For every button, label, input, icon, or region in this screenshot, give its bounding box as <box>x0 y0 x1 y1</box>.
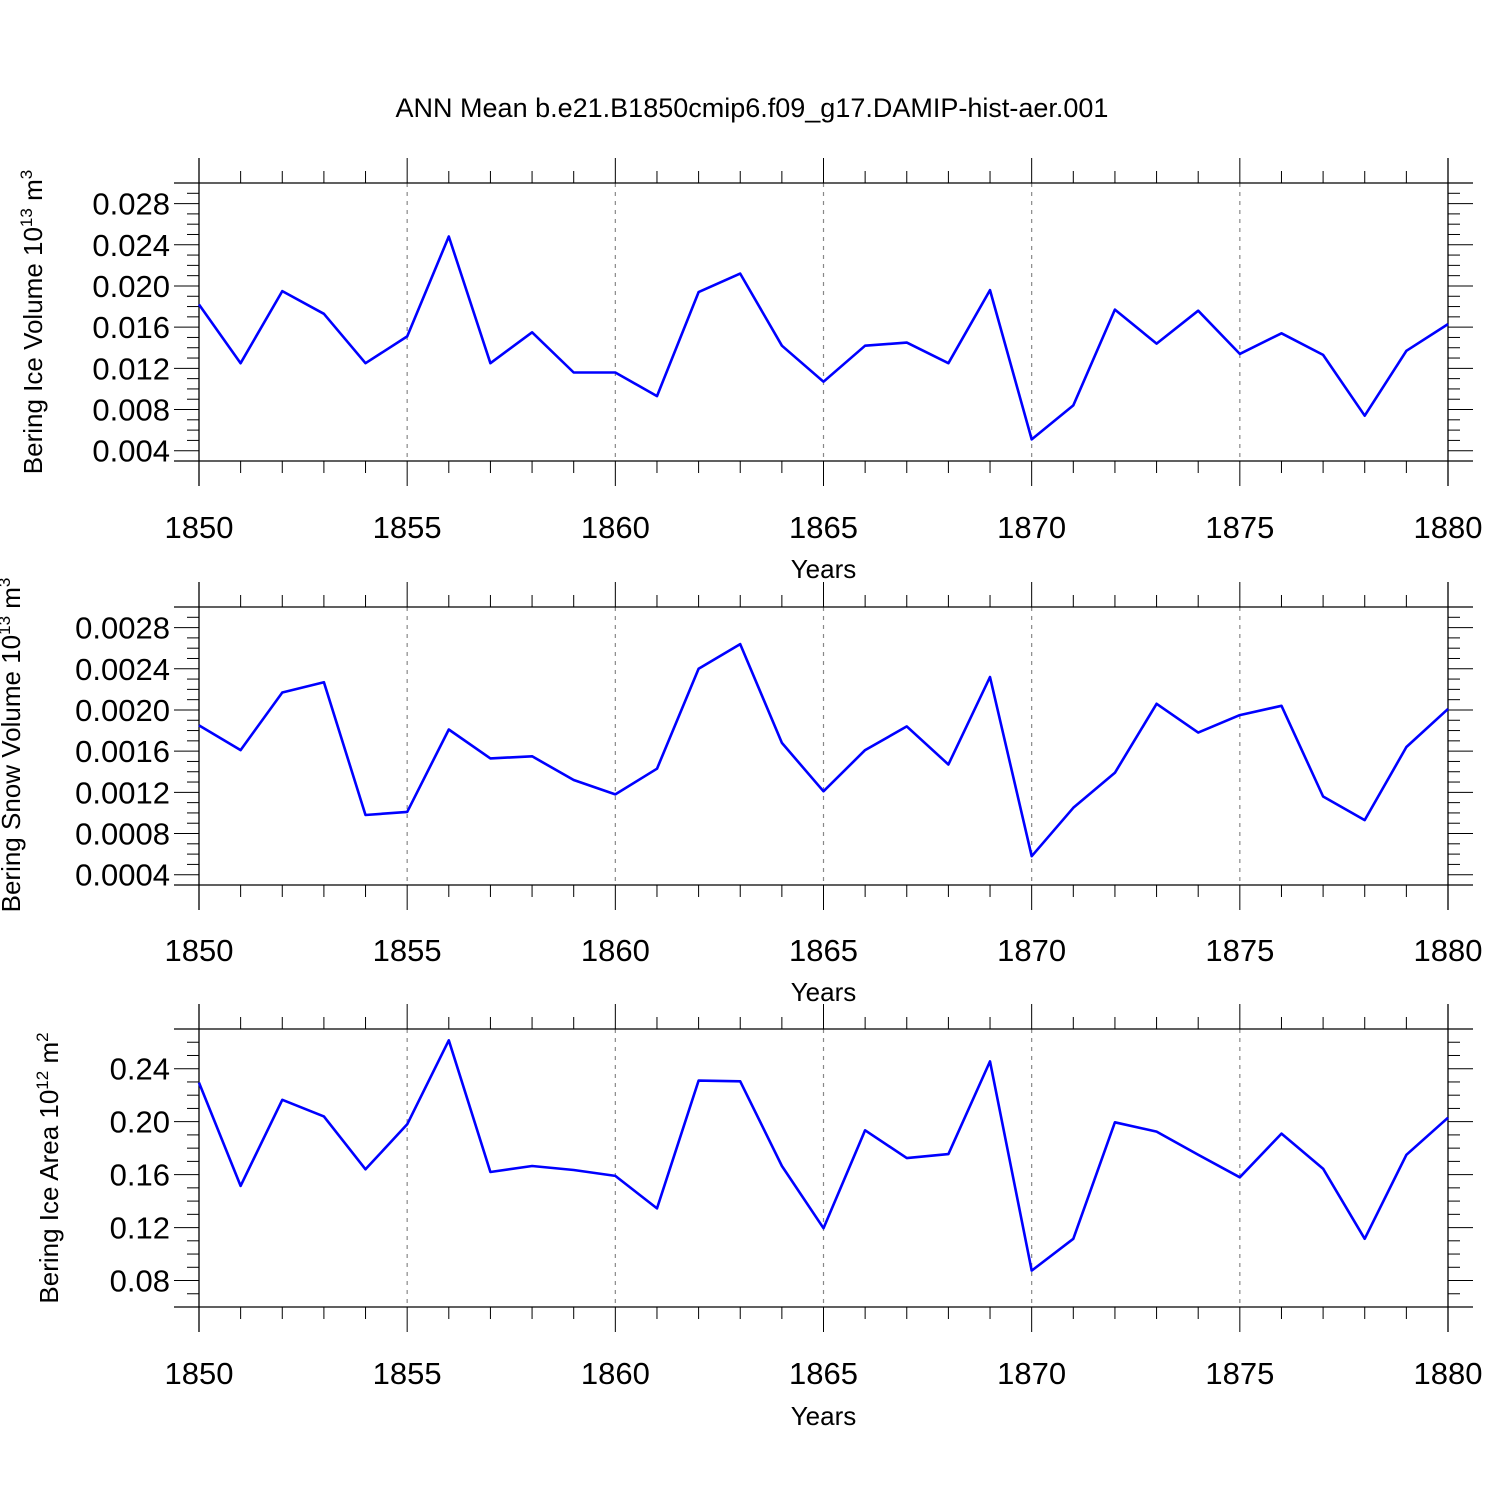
y-axis-label: Bering Ice Area 1012 m2 <box>33 1032 64 1303</box>
x-tick-label: 1875 <box>1205 510 1274 545</box>
x-tick-label: 1850 <box>165 1356 234 1391</box>
y-tick-label: 0.024 <box>92 228 170 263</box>
y-tick-label: 0.0024 <box>75 652 170 687</box>
y-axis-label-part: Bering Snow Volume 10 <box>0 635 26 913</box>
y-tick-label: 0.016 <box>92 310 170 345</box>
y-axis-label-superscript: 13 <box>17 208 36 227</box>
y-tick-label: 0.20 <box>110 1105 170 1140</box>
y-tick-label: 0.028 <box>92 187 170 222</box>
y-tick-label: 0.0016 <box>75 734 170 769</box>
y-axis-label: Bering Ice Volume 1013 m3 <box>17 170 48 474</box>
panel-ice-volume: 0.004 0.008 0.012 0.016 0.020 0.024 0.028 1850 1… <box>17 158 1482 584</box>
y-axis-label: Bering Snow Volume 1013 m3 <box>0 578 26 913</box>
y-tick-label: 0.0020 <box>75 693 170 728</box>
figure-title: ANN Mean b.e21.B1850cmip6.f09_g17.DAMIP-… <box>396 93 1109 123</box>
y-axis-label-superscript: 13 <box>0 616 14 635</box>
x-axis-label: Years <box>791 554 857 584</box>
x-tick-label: 1880 <box>1414 510 1483 545</box>
x-axis-label: Years <box>791 977 857 1007</box>
y-axis-label-superscript: 3 <box>0 578 14 587</box>
x-tick-label: 1865 <box>789 933 858 968</box>
x-tick-label: 1865 <box>789 1356 858 1391</box>
x-tick-label: 1855 <box>373 510 442 545</box>
y-tick-label: 0.16 <box>110 1158 170 1193</box>
y-tick-label: 0.24 <box>110 1052 170 1087</box>
y-tick-label: 0.12 <box>110 1211 170 1246</box>
x-tick-label: 1865 <box>789 510 858 545</box>
y-tick-label: 0.08 <box>110 1264 170 1299</box>
x-tick-label: 1875 <box>1205 933 1274 968</box>
y-tick-label: 0.012 <box>92 351 170 386</box>
x-tick-label: 1850 <box>165 510 234 545</box>
y-axis-label-superscript: 3 <box>17 170 36 179</box>
x-axis-label: Years <box>791 1401 857 1431</box>
y-axis-label-part: m <box>18 179 48 208</box>
x-tick-label: 1855 <box>373 1356 442 1391</box>
x-tick-label: 1860 <box>581 933 650 968</box>
panel-snow-volume: 0.0004 0.0008 0.0012 0.0016 0.0020 0.0024 0.00… <box>0 578 1482 1007</box>
x-tick-label: 1880 <box>1414 1356 1483 1391</box>
x-tick-label: 1880 <box>1414 933 1483 968</box>
y-tick-label: 0.0012 <box>75 775 170 810</box>
x-tick-label: 1860 <box>581 510 650 545</box>
y-tick-label: 0.008 <box>92 393 170 428</box>
y-axis-label-superscript: 2 <box>33 1032 52 1041</box>
y-axis-label-part: Bering Ice Volume 10 <box>18 227 48 474</box>
y-axis-label-superscript: 12 <box>33 1071 52 1090</box>
y-axis-label-part: m <box>0 587 26 616</box>
y-tick-label: 0.0028 <box>75 611 170 646</box>
y-tick-label: 0.0004 <box>75 858 170 893</box>
y-tick-label: 0.020 <box>92 269 170 304</box>
x-tick-label: 1850 <box>165 933 234 968</box>
x-tick-label: 1870 <box>997 1356 1066 1391</box>
y-axis-label-part: m <box>34 1042 64 1071</box>
x-tick-label: 1875 <box>1205 1356 1274 1391</box>
y-axis-label-part: Bering Ice Area 10 <box>34 1090 64 1304</box>
y-tick-label: 0.004 <box>92 434 170 469</box>
y-tick-label: 0.0008 <box>75 817 170 852</box>
x-tick-label: 1860 <box>581 1356 650 1391</box>
x-tick-label: 1870 <box>997 510 1066 545</box>
x-tick-label: 1870 <box>997 933 1066 968</box>
x-tick-label: 1855 <box>373 933 442 968</box>
panel-ice-area: 0.08 0.12 0.16 0.20 0.24 1850 1855 1860 1865 1870… <box>33 1004 1482 1431</box>
